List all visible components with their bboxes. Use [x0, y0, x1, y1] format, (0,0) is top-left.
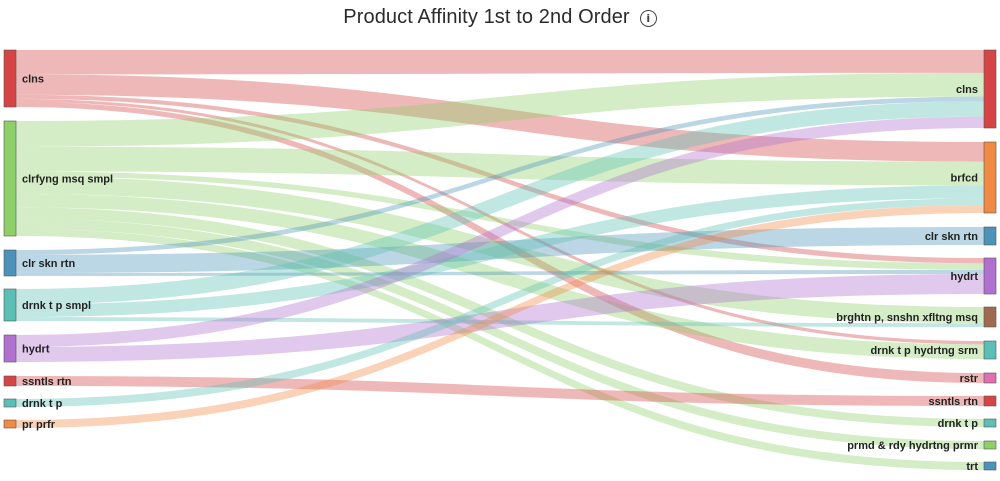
- info-icon[interactable]: i: [639, 9, 657, 27]
- sankey-link-clrfyng-to-brghtn[interactable]: [16, 176, 984, 324]
- chart-title-bar: Product Affinity 1st to 2nd Order i: [0, 4, 1000, 30]
- sankey-label-s_drnkt: drnk t p: [22, 398, 63, 410]
- sankey-node-s_clns[interactable]: [3, 49, 17, 108]
- sankey-node-t_clrskn[interactable]: [983, 226, 997, 246]
- sankey-label-t_prmd: prmd & rdy hydrtng prmr: [847, 440, 979, 452]
- sankey-label-s_prprfr: pr prfr: [22, 419, 56, 431]
- sankey-label-t_drnkt: drnk t p: [938, 418, 979, 430]
- sankey-link-clrfyng-to-drnkt_hyd[interactable]: [16, 193, 984, 359]
- sankey-link-hydrt-to-hydrt[interactable]: [16, 274, 984, 362]
- sankey-link-clns-to-drnkt_hyd[interactable]: [16, 98, 984, 345]
- sankey-node-t_hydrt[interactable]: [983, 257, 997, 295]
- sankey-label-t_clrskn: clr skn rtn: [925, 231, 978, 243]
- sankey-link-clrfyng-to-brfcd[interactable]: [16, 146, 984, 186]
- sankey-node-t_ssntls[interactable]: [983, 395, 997, 407]
- sankey-label-s_ssntls: ssntls rtn: [22, 376, 72, 388]
- sankey-node-t_drnkt[interactable]: [983, 418, 997, 428]
- sankey-node-t_drnkt_hyd[interactable]: [983, 340, 997, 360]
- sankey-links: [16, 50, 984, 470]
- sankey-node-s_clrfyng[interactable]: [3, 120, 17, 237]
- sankey-label-t_hydrt: hydrt: [951, 271, 979, 283]
- sankey-link-clrskn-to-clrskn[interactable]: [16, 227, 984, 274]
- sankey-node-s_hydrt[interactable]: [3, 334, 17, 363]
- sankey-node-s_ssntls[interactable]: [3, 375, 17, 387]
- sankey-node-t_trt[interactable]: [983, 461, 997, 471]
- sankey-link-clrfyng-to-prmd[interactable]: [16, 218, 984, 449]
- sankey-label-t_trt: trt: [966, 461, 978, 473]
- sankey-link-drnkt_smpl-to-brfcd[interactable]: [16, 185, 984, 318]
- sankey-link-hydrt-to-clns[interactable]: [16, 116, 984, 348]
- sankey-label-s_hydrt: hydrt: [22, 344, 50, 356]
- sankey-link-clns-to-clns[interactable]: [16, 50, 984, 75]
- sankey-link-clrskn-to-hydrt[interactable]: [16, 270, 984, 276]
- sankey-label-t_drnkt_hyd: drnk t p hydrtng srm: [870, 345, 978, 357]
- sankey-label-s_clrfyng: clrfyng msq smpl: [22, 174, 113, 186]
- sankey-link-drnkt_smpl-to-clns[interactable]: [16, 101, 984, 305]
- sankey-label-s_clrskn: clr skn rtn: [22, 258, 75, 270]
- sankey-link-ssntls-to-ssntls[interactable]: [16, 376, 984, 406]
- sankey-link-drnkt_smpl-to-brghtn[interactable]: [16, 317, 984, 327]
- sankey-label-t_clns: clns: [956, 84, 978, 96]
- sankey-label-t_brghtn: brghtn p, snshn xfltng msq: [836, 312, 978, 324]
- sankey-label-s_drnkt_smpl: drnk t p smpl: [22, 300, 91, 312]
- chart-title: Product Affinity 1st to 2nd Order: [343, 5, 630, 28]
- sankey-node-t_brfcd[interactable]: [983, 141, 997, 214]
- sankey-link-clns-to-brfcd[interactable]: [16, 74, 984, 162]
- sankey-link-clrfyng-to-drnkt[interactable]: [16, 207, 984, 427]
- sankey-label-t_ssntls: ssntls rtn: [928, 396, 978, 408]
- sankey-node-t_clns[interactable]: [983, 49, 997, 129]
- sankey-node-s_drnkt[interactable]: [3, 398, 17, 408]
- sankey-label-t_rstr: rstr: [960, 373, 979, 385]
- sankey-link-clns-to-hydrt[interactable]: [16, 94, 984, 264]
- sankey-node-t_prmd[interactable]: [983, 440, 997, 450]
- sankey-node-s_clrskn[interactable]: [3, 249, 17, 277]
- sankey-link-clrfyng-to-clns[interactable]: [16, 72, 984, 147]
- sankey-node-s_prprfr[interactable]: [3, 419, 17, 429]
- sankey-label-s_clns: clns: [22, 74, 44, 86]
- sankey-node-t_rstr[interactable]: [983, 372, 997, 384]
- sankey-link-prprfr-to-brfcd[interactable]: [16, 205, 984, 428]
- sankey-link-drnkt-to-brfcd[interactable]: [16, 198, 984, 407]
- sankey-link-clrfyng-to-trt[interactable]: [16, 228, 984, 470]
- sankey-link-clrfyng-to-hydrt[interactable]: [16, 171, 984, 270]
- sankey-link-clns-to-rstr[interactable]: [16, 101, 984, 384]
- sankey-node-t_brghtn[interactable]: [983, 306, 997, 328]
- sankey-node-s_drnkt_smpl[interactable]: [3, 288, 17, 322]
- sankey-label-t_brfcd: brfcd: [951, 173, 979, 185]
- sankey-link-clrskn-to-clns[interactable]: [16, 96, 984, 255]
